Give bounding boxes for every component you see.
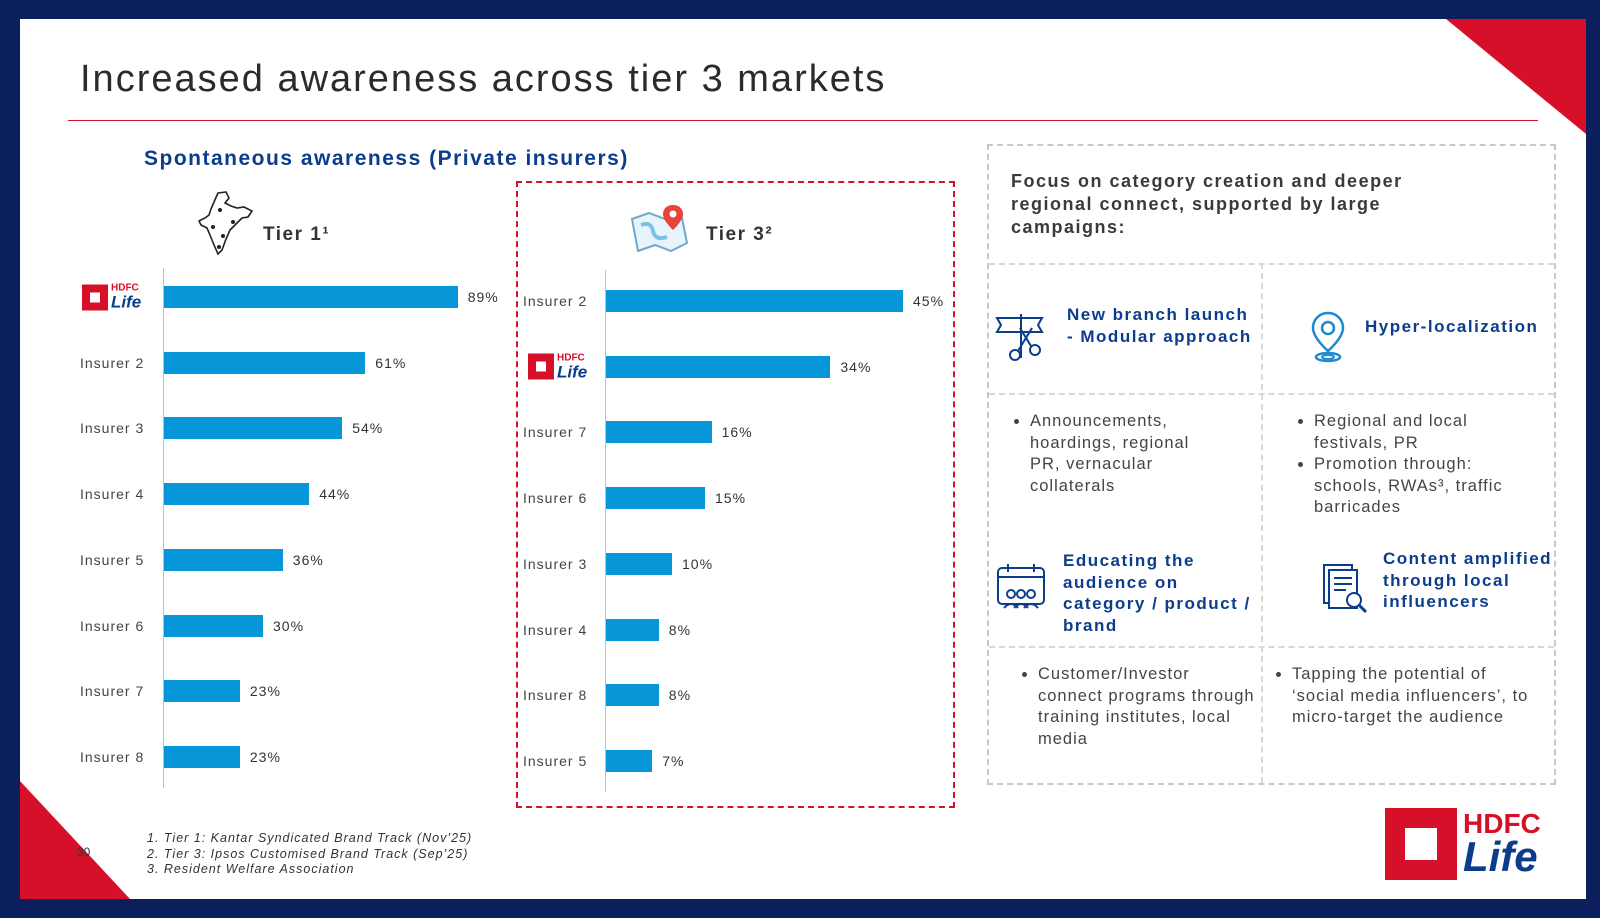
- campaign-panel: [987, 144, 1556, 785]
- tier3-category-label: Insurer 6: [523, 490, 588, 507]
- bullet-item: Regional and local festivals, PR: [1314, 411, 1542, 454]
- tier3-category-label: Insurer 5: [523, 752, 588, 769]
- bullet-item: Announcements, hoardings, regional PR, v…: [1030, 411, 1223, 497]
- tier1-data-label: 36%: [292, 551, 324, 568]
- tier3-category-hdfc-life-logo: HDFC Life: [528, 353, 587, 380]
- tier1-axis: [163, 268, 164, 788]
- feature-title-hyper-localization: Hyper-localization: [1365, 317, 1539, 336]
- tier3-data-label: 16%: [721, 424, 753, 441]
- calendar-people-icon: [997, 564, 1045, 609]
- feature-title-influencers: Content amplified through local influenc…: [1383, 549, 1553, 611]
- tier1-data-label: 54%: [352, 420, 384, 437]
- tier3-data-label: 45%: [913, 293, 945, 309]
- tier3-axis: [605, 270, 606, 792]
- panel-heading: Focus on category creation and deeper re…: [1011, 171, 1403, 237]
- tier3-data-label: 8%: [668, 687, 692, 704]
- logo-text-life: Life: [557, 362, 588, 382]
- tier3-category-label: Insurer 3: [523, 555, 588, 572]
- tier1-category-label: Insurer 8: [80, 748, 145, 765]
- tier1-category-label: Insurer 7: [80, 683, 145, 700]
- logo-mark: [528, 353, 554, 380]
- tier1-category-label: Insurer 6: [80, 617, 145, 634]
- tier1-label: Tier 1¹: [263, 224, 331, 245]
- feature-title-branch-launch: New branch launch - Modular approach: [1067, 305, 1252, 346]
- tier1-bar: [164, 614, 263, 637]
- tier1-data-label: 89%: [467, 289, 499, 305]
- logo-text-hdfc: HDFC: [1463, 807, 1541, 839]
- tier3-bar: [606, 421, 712, 444]
- tier1-bar: [164, 548, 283, 571]
- footnote: 1. Tier 1: Kantar Syndicated Brand Track…: [147, 831, 473, 845]
- divider: [1261, 263, 1263, 783]
- title-divider: [68, 120, 1538, 121]
- tier3-highlight-box: [516, 181, 955, 808]
- tier1-bar: [164, 483, 310, 506]
- tier1-bar: [164, 417, 343, 440]
- feature-bullets-hyper-localization: Regional and local festivals, PR Promoti…: [1292, 411, 1542, 519]
- footnote: 3. Resident Welfare Association: [147, 862, 355, 876]
- tier3-bar: [606, 684, 659, 707]
- tier3-label: Tier 3²: [706, 224, 774, 245]
- divider: [989, 393, 1554, 395]
- hdfc-life-logo: HDFC Life: [1385, 808, 1541, 880]
- tier1-data-label: 23%: [249, 748, 281, 765]
- tier1-data-label: 61%: [375, 354, 407, 371]
- tier3-bar: [606, 487, 705, 510]
- india-map-icon: [197, 191, 254, 256]
- tier1-category-label: Insurer 5: [80, 551, 145, 568]
- page-title: Increased awareness across tier 3 market…: [80, 58, 887, 100]
- tier3-data-label: 8%: [668, 621, 692, 638]
- tier3-category-label: Insurer 7: [523, 424, 588, 441]
- logo-text-hdfc: HDFC: [557, 352, 585, 364]
- divider: [989, 646, 1554, 648]
- bullet-item: Tapping the potential of ‘social media i…: [1292, 664, 1540, 729]
- logo-text-hdfc: HDFC: [111, 282, 139, 294]
- tier3-data-label: 15%: [715, 490, 747, 507]
- logo-text-life: Life: [1463, 833, 1538, 881]
- tier1-category-hdfc-life-logo: HDFC Life: [82, 282, 142, 312]
- tier3-bar: [606, 355, 831, 378]
- tier1-bar: [164, 286, 458, 308]
- bullet-item: Promotion through: schools, RWAs³, traff…: [1314, 454, 1542, 519]
- feature-title-educating: Educating the audience on category / pro…: [1063, 551, 1251, 635]
- logo-text-life: Life: [111, 292, 142, 312]
- tier3-bar: [606, 290, 903, 312]
- feature-bullets-influencers: Tapping the potential of ‘social media i…: [1270, 664, 1540, 729]
- page-number: 30: [77, 845, 91, 859]
- tier1-bar: [164, 680, 240, 703]
- tier1-data-label: 23%: [249, 683, 281, 700]
- chart-subtitle: Spontaneous awareness (Private insurers): [144, 147, 629, 170]
- tier1-category-label: Insurer 3: [80, 420, 145, 437]
- bullet-item: Customer/Investor connect programs throu…: [1038, 664, 1256, 750]
- tier3-data-label: 7%: [662, 752, 685, 769]
- divider: [989, 263, 1554, 265]
- tier3-bar: [606, 552, 672, 575]
- corner-accent-top-right: [1446, 19, 1586, 134]
- tier3-category-label: Insurer 4: [523, 621, 588, 638]
- tier1-bar: [164, 351, 366, 374]
- tier3-category-label: Insurer 8: [523, 687, 588, 704]
- footnote: 2. Tier 3: Ipsos Customised Brand Track …: [147, 847, 469, 861]
- tier3-bar: [606, 749, 653, 772]
- corner-accent-bottom-left: [20, 781, 130, 899]
- tier3-data-label: 34%: [840, 358, 872, 375]
- tier1-data-label: 30%: [273, 617, 305, 634]
- slide: [20, 19, 1586, 899]
- tier1-bar: [164, 745, 240, 768]
- tier1-category-label: Insurer 4: [80, 486, 145, 503]
- tier3-category-label: Insurer 2: [523, 293, 588, 309]
- map-pin-icon: [630, 205, 689, 253]
- document-search-icon: [1323, 564, 1368, 614]
- ribbon-cutting-icon: [995, 314, 1044, 361]
- logo-mark: [1385, 808, 1457, 880]
- feature-bullets-branch-launch: Announcements, hoardings, regional PR, v…: [1008, 411, 1223, 497]
- tier1-category-label: Insurer 2: [80, 354, 145, 371]
- location-pin-icon: [1311, 311, 1345, 363]
- tier3-bar: [606, 618, 659, 641]
- logo-mark: [82, 284, 108, 310]
- tier3-data-label: 10%: [682, 555, 714, 572]
- feature-bullets-educating: Customer/Investor connect programs throu…: [1016, 664, 1256, 750]
- tier1-data-label: 44%: [319, 486, 351, 503]
